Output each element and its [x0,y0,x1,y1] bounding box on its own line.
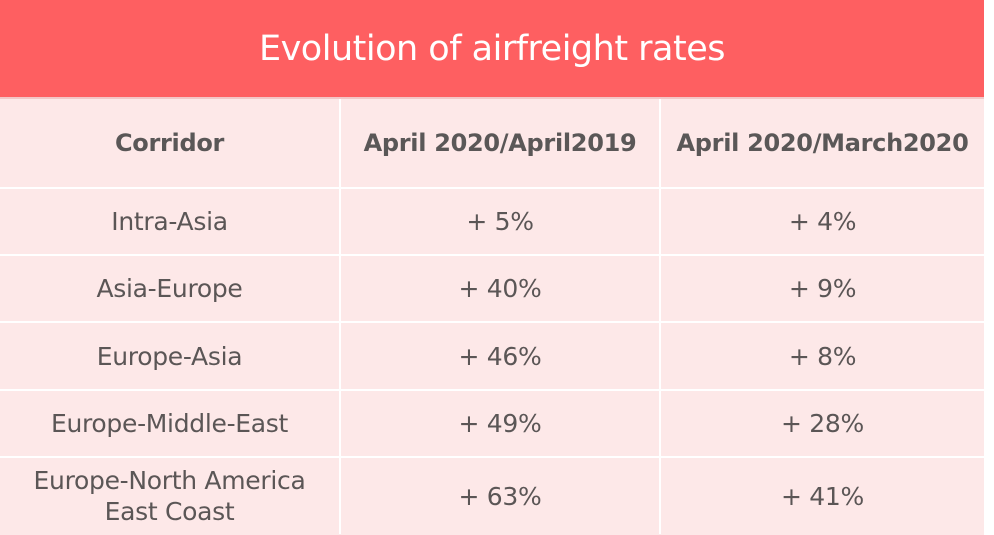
mom-cell: + 8% [660,322,984,391]
corridor-line-2: East Coast [104,497,235,526]
page-title: Evolution of airfreight rates [258,28,726,69]
table-row: Asia-Europe + 40% + 9% [0,255,984,323]
mom-cell: + 28% [660,390,984,458]
yoy-cell: + 49% [340,390,661,458]
corridor-line-1: Europe-North America [33,466,306,495]
yoy-cell: + 40% [340,255,661,323]
yoy-cell: + 5% [340,188,661,256]
mom-cell: + 41% [660,457,984,534]
header-april2020-vs-march2020: April 2020/March2020 [660,99,984,189]
header-corridor: Corridor [0,99,341,189]
title-band: Evolution of airfreight rates [0,0,984,97]
yoy-cell: + 63% [340,457,661,534]
rates-table: Corridor April 2020/April2019 April 2020… [0,99,984,534]
corridor-cell: Europe-Asia [0,322,341,391]
corridor-cell: Europe-North America East Coast [0,457,341,534]
header-row: Corridor April 2020/April2019 April 2020… [0,99,984,189]
table-row: Intra-Asia + 5% + 4% [0,188,984,256]
corridor-cell: Intra-Asia [0,188,341,256]
mom-cell: + 4% [660,188,984,256]
table-row: Europe-Middle-East + 49% + 28% [0,390,984,458]
table-row: Europe-Asia + 46% + 8% [0,322,984,391]
corridor-cell: Asia-Europe [0,255,341,323]
table-row: Europe-North America East Coast + 63% + … [0,457,984,534]
header-april2020-vs-april2019: April 2020/April2019 [340,99,661,189]
title-divider [0,97,984,99]
mom-cell: + 9% [660,255,984,323]
yoy-cell: + 46% [340,322,661,391]
corridor-cell: Europe-Middle-East [0,390,341,458]
